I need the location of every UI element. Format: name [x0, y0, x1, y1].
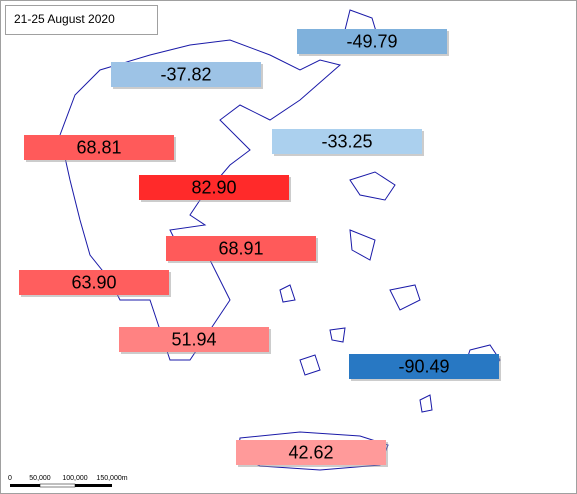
scale-label: 150,000m — [96, 475, 127, 482]
scale-label: 100,000 — [62, 475, 87, 482]
title-box — [5, 5, 158, 35]
scale-label: 50,000 — [29, 475, 51, 482]
scale-label: 0 — [8, 475, 12, 482]
label-box — [166, 236, 316, 261]
label-text: 42.62 — [288, 442, 333, 462]
label-box — [236, 440, 386, 465]
labels: -49.79 -37.82 68.81 -33.25 82.90 68.91 63.90 51… — [19, 29, 501, 467]
label-text: -33.25 — [321, 131, 372, 151]
scale-bar: 0 50,000 100,000 150,000m — [8, 475, 128, 488]
label-text: 68.81 — [76, 137, 121, 157]
label-text: -90.49 — [398, 356, 449, 376]
label-text: -49.79 — [346, 31, 397, 51]
label-box — [349, 354, 499, 379]
scale-segment — [75, 484, 112, 487]
label-box — [19, 270, 169, 295]
label-box — [119, 327, 269, 352]
title: 21-25 August 2020 — [14, 12, 115, 26]
label-box — [24, 135, 174, 160]
scale-segment — [10, 484, 40, 487]
label-text: 63.90 — [71, 272, 116, 292]
label-text: -37.82 — [160, 64, 211, 84]
label-box — [139, 175, 289, 200]
label-box — [111, 62, 261, 87]
label-text: 51.94 — [171, 329, 216, 349]
label-box — [272, 129, 422, 154]
label-text: 68.91 — [218, 238, 263, 258]
scale-segment — [39, 483, 76, 488]
label-text: 82.90 — [191, 177, 236, 197]
label-box — [297, 29, 447, 54]
